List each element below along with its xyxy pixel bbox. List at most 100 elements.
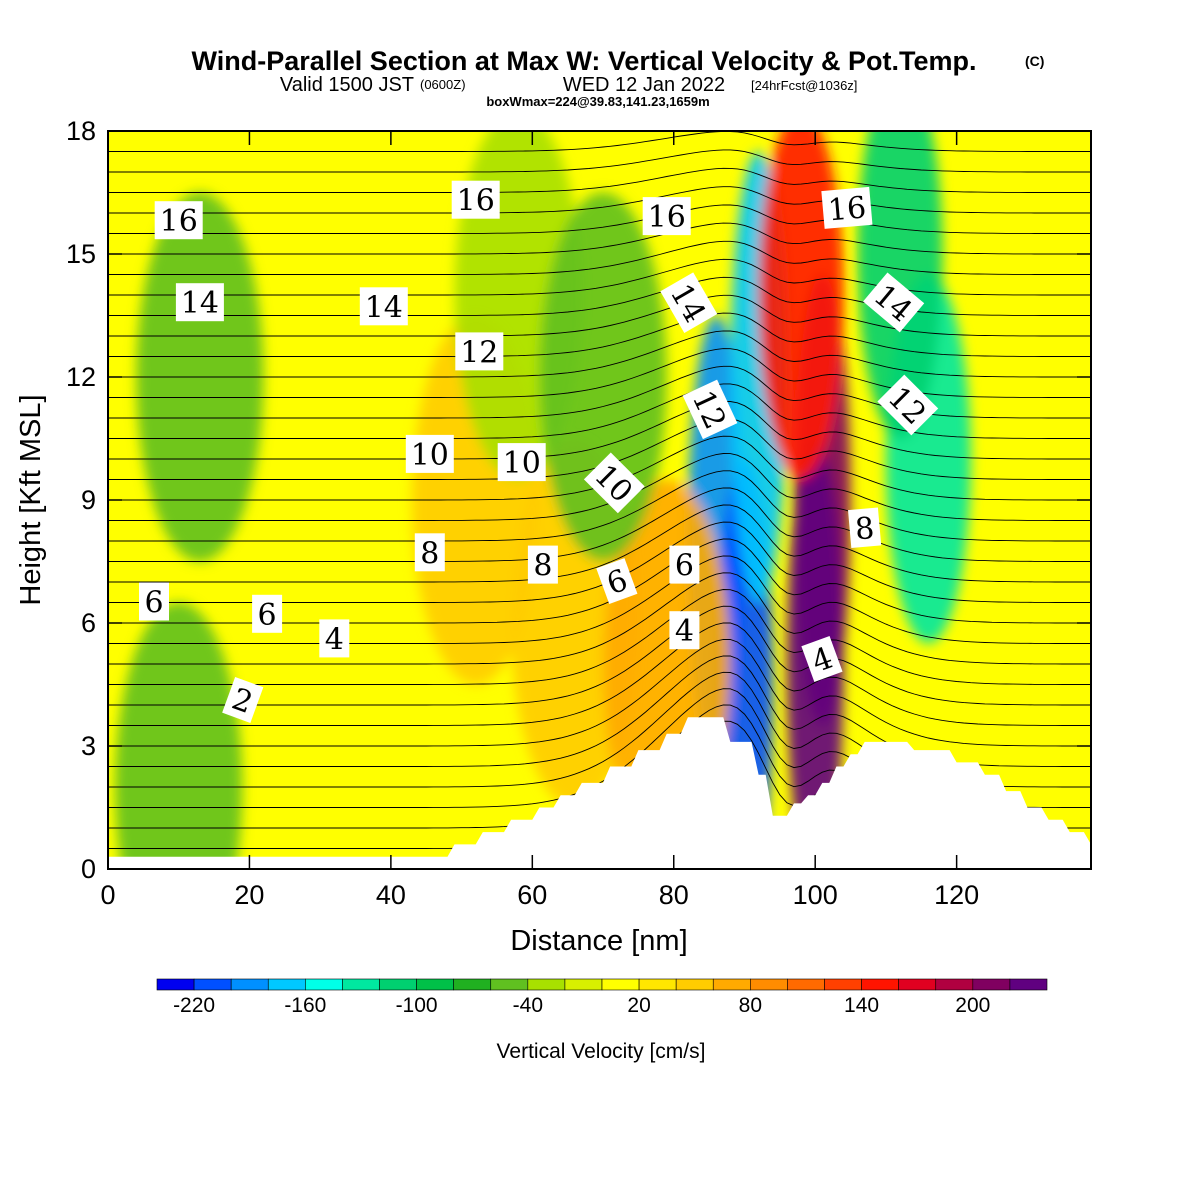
- theta-contour-line: [108, 276, 1091, 316]
- colorbar-tick-label: 20: [627, 994, 650, 1017]
- theta-label-text: 8: [854, 511, 876, 548]
- y-tick-label: 15: [66, 239, 96, 269]
- x-tick-label: 60: [517, 880, 547, 910]
- colorbar-tick-label: 80: [739, 994, 762, 1017]
- theta-contour-label: 6: [596, 558, 638, 605]
- theta-contour-label: 16: [451, 180, 500, 219]
- theta-label-box: [863, 272, 925, 333]
- title-tag: (C): [1025, 53, 1044, 69]
- y-tick-label: 6: [81, 608, 96, 638]
- theta-label-text: 6: [258, 598, 277, 633]
- colorbar-box: [824, 978, 862, 991]
- theta-contour-line: [108, 504, 1091, 583]
- theta-contour-line: [108, 131, 1091, 132]
- colorbar-tick-label: -160: [284, 994, 326, 1017]
- x-tick-label: 40: [376, 880, 406, 910]
- theta-label-text: 16: [826, 190, 867, 228]
- colorbar: -220 -160 -100 -40 20 80 140 200: [156, 978, 1048, 1017]
- colorbar-tick-label: -100: [396, 994, 438, 1017]
- y-tick-label: 18: [66, 116, 96, 146]
- theta-label-box: [877, 374, 939, 436]
- theta-contour-line: [108, 204, 1091, 234]
- theta-label-box: [154, 201, 203, 240]
- theta-contour-label: 2: [222, 676, 264, 723]
- theta-label-text: 6: [144, 586, 163, 621]
- colorbar-label: Vertical Velocity [cm/s]: [497, 1040, 706, 1063]
- colorbar-box: [267, 978, 306, 991]
- colorbar-box: [416, 978, 454, 991]
- colorbar-box: [1009, 978, 1048, 991]
- theta-contour-line: [108, 348, 1091, 398]
- theta-contour-label: 4: [669, 611, 700, 650]
- box-wmax: boxWmax=224@39.83,141.23,1659m: [486, 94, 709, 109]
- x-tick-label: 100: [793, 880, 838, 910]
- theta-label-box: [848, 507, 882, 548]
- theta-contour-label: 8: [414, 533, 445, 572]
- theta-label-box: [139, 582, 169, 621]
- theta-contour-line: [108, 240, 1091, 275]
- theta-label-text: 16: [648, 200, 686, 235]
- theta-label-text: 12: [460, 335, 498, 370]
- x-tick-label: 20: [234, 880, 264, 910]
- colorbar-box: [675, 978, 714, 991]
- theta-contour-label: 16: [154, 201, 203, 240]
- y-tick-label: 9: [81, 485, 96, 515]
- theta-label-box: [527, 545, 558, 584]
- x-axis-label: Distance [nm]: [510, 925, 687, 957]
- theta-label-box: [455, 332, 504, 371]
- valid-time: Valid 1500 JST: [280, 74, 414, 96]
- colorbar-box: [379, 978, 417, 991]
- theta-label-text: 14: [181, 286, 219, 321]
- w-feature: [539, 192, 667, 562]
- colorbar-box: [898, 978, 937, 991]
- theta-label-box: [414, 533, 445, 572]
- theta-label-text: 10: [411, 438, 449, 473]
- theta-label-text: 4: [675, 614, 694, 649]
- theta-label-box: [451, 180, 500, 219]
- theta-label-box: [359, 287, 408, 326]
- theta-label-box: [319, 619, 350, 658]
- colorbar-box: [342, 978, 380, 991]
- forecast-tag: [24hrFcst@1036z]: [751, 78, 857, 93]
- colorbar-box: [490, 978, 529, 991]
- w-feature: [115, 602, 243, 869]
- theta-label-box: [821, 186, 873, 229]
- theta-label-text: 16: [457, 184, 495, 219]
- x-axis: 0 20 40 60 80 100 120: [100, 131, 979, 910]
- colorbar-box: [156, 978, 195, 991]
- theta-label-text: 14: [365, 290, 403, 325]
- theta-label-text: 6: [675, 549, 694, 584]
- theta-label-box: [252, 594, 283, 633]
- theta-label-box: [669, 545, 700, 584]
- theta-contour-line: [108, 258, 1091, 296]
- terrain: [108, 717, 1091, 869]
- x-tick-label: 0: [100, 880, 115, 910]
- theta-contour-label: 6: [669, 545, 700, 584]
- theta-contour-label: 8: [527, 545, 558, 584]
- colorbar-tick-label: 140: [844, 994, 879, 1017]
- w-feature: [758, 131, 844, 480]
- theta-label-box: [405, 434, 454, 473]
- colorbar-tick-label: -40: [513, 994, 543, 1017]
- theta-label-text: 16: [160, 204, 198, 239]
- theta-label-box: [583, 452, 645, 514]
- theta-contour-label: 4: [801, 635, 843, 682]
- colorbar-box: [750, 978, 788, 991]
- theta-label-box: [669, 611, 700, 650]
- theta-contour-line: [108, 605, 1091, 706]
- theta-contour-label: 14: [359, 287, 408, 326]
- theta-label-box: [682, 379, 738, 440]
- theta-contour-line: [108, 453, 1091, 521]
- theta-contour-line: [108, 400, 1091, 460]
- valid-date: WED 12 Jan 2022: [563, 74, 725, 96]
- theta-contour-label: 6: [139, 582, 169, 621]
- theta-contour-line: [108, 222, 1091, 255]
- colorbar-box: [601, 978, 640, 991]
- theta-contour-line: [108, 487, 1091, 562]
- theta-contour-label: 16: [642, 197, 691, 236]
- colorbar-tick-label: -220: [173, 994, 215, 1017]
- theta-contour-label: 12: [455, 332, 504, 371]
- colorbar-box: [193, 978, 232, 991]
- theta-contour-line: [108, 589, 1091, 685]
